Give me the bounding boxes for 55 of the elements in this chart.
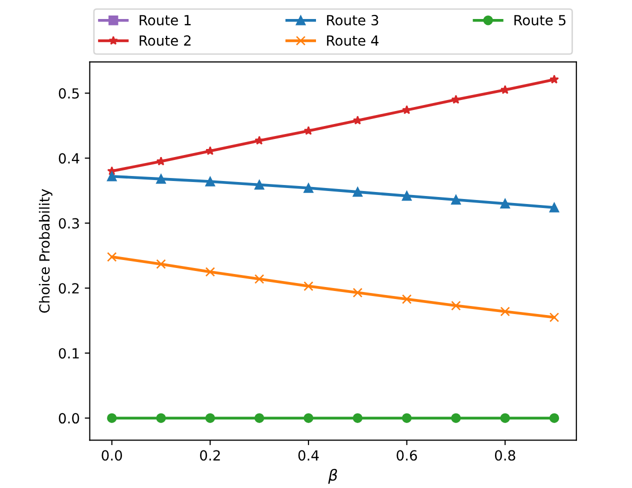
point bbox=[451, 300, 461, 311]
point bbox=[304, 183, 314, 193]
point bbox=[254, 274, 264, 284]
point bbox=[451, 194, 461, 205]
point bbox=[156, 174, 166, 184]
point bbox=[254, 136, 264, 145]
point bbox=[304, 126, 314, 135]
point bbox=[500, 198, 510, 208]
y-tick-label: 0.2 bbox=[58, 283, 79, 294]
point bbox=[304, 413, 314, 423]
point bbox=[205, 176, 216, 186]
point bbox=[402, 413, 412, 423]
point bbox=[549, 202, 560, 212]
point bbox=[107, 171, 117, 182]
point bbox=[402, 190, 412, 201]
y-tick-label: 0.4 bbox=[58, 153, 80, 164]
legend-label: Route 5 bbox=[514, 15, 566, 26]
point bbox=[304, 281, 314, 292]
point bbox=[402, 294, 412, 304]
x-tick-label: 0.4 bbox=[298, 450, 319, 461]
x-tick-label: 0.8 bbox=[494, 450, 516, 461]
x-tick-label: 0.2 bbox=[200, 450, 220, 461]
point bbox=[107, 252, 117, 262]
legend-label: Route 2 bbox=[140, 35, 191, 46]
point bbox=[549, 413, 560, 423]
point bbox=[451, 413, 461, 423]
legend-label: Route 3 bbox=[327, 14, 378, 26]
y-axis-title: Choice Probability bbox=[38, 189, 52, 313]
y-tick-label: 0.1 bbox=[58, 348, 79, 359]
y-tick-label: 0.5 bbox=[58, 88, 79, 99]
legend-label: Route 4 bbox=[327, 35, 379, 46]
point bbox=[352, 187, 363, 197]
point bbox=[156, 156, 166, 166]
point bbox=[205, 267, 216, 277]
point bbox=[254, 180, 264, 190]
point bbox=[107, 413, 117, 423]
point bbox=[352, 288, 363, 298]
point bbox=[205, 413, 216, 423]
y-tick-label: 0.3 bbox=[58, 218, 79, 229]
point bbox=[451, 94, 461, 104]
point bbox=[156, 259, 166, 269]
point bbox=[156, 413, 166, 423]
point bbox=[500, 413, 510, 423]
point bbox=[500, 85, 510, 94]
x-tick-label: 0.0 bbox=[102, 450, 122, 461]
x-tick-label: 0.6 bbox=[396, 450, 417, 461]
point bbox=[254, 413, 264, 423]
point bbox=[549, 312, 560, 322]
legend-label: Route 1 bbox=[140, 15, 191, 26]
point bbox=[352, 116, 362, 125]
x-axis-title: β bbox=[328, 468, 338, 484]
point bbox=[500, 306, 510, 316]
point bbox=[550, 74, 559, 84]
y-tick-label: 0.0 bbox=[58, 413, 80, 424]
point bbox=[352, 413, 363, 423]
